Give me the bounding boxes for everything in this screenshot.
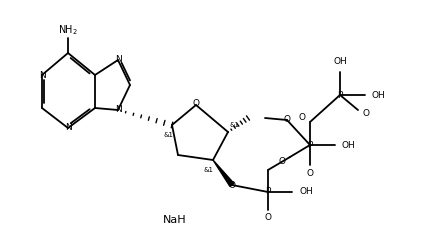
Text: NaH: NaH [163,215,187,225]
Text: &1: &1 [230,122,240,128]
Text: OH: OH [372,91,386,99]
Text: P: P [265,187,271,196]
Text: OH: OH [342,141,356,150]
Text: N: N [114,56,121,64]
Text: NH$_2$: NH$_2$ [58,23,78,37]
Text: O: O [229,181,236,189]
Text: N: N [38,70,45,80]
Text: O: O [363,110,370,119]
Text: P: P [307,141,313,150]
Text: O: O [193,98,200,107]
Text: N: N [65,124,71,132]
Polygon shape [213,160,234,186]
Text: OH: OH [333,58,347,66]
Text: O: O [298,114,305,123]
Text: O: O [264,214,271,222]
Text: P: P [337,91,343,99]
Text: &1: &1 [203,167,213,173]
Text: N: N [114,105,121,115]
Text: O: O [278,157,285,166]
Text: O: O [284,116,291,124]
Text: OH: OH [300,187,314,196]
Text: &1: &1 [163,132,173,138]
Text: O: O [306,168,313,178]
